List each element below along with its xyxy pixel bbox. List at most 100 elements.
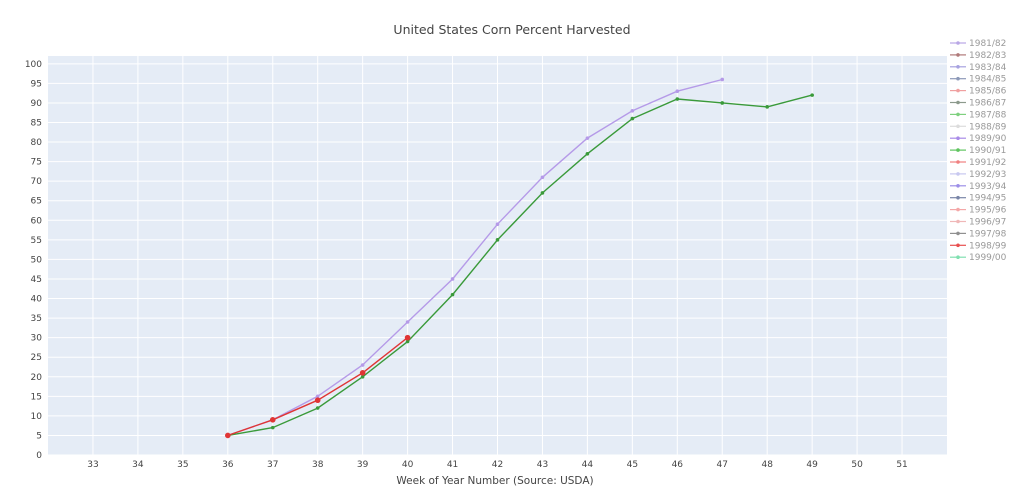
data-point [585, 136, 590, 140]
legend-item[interactable]: 1985/86 [950, 87, 1007, 97]
y-tick-label: 80 [31, 138, 43, 148]
data-point [360, 363, 365, 367]
legend-swatch-marker [956, 231, 960, 236]
legend-label: 1994/95 [969, 194, 1006, 204]
x-tick-label: 46 [672, 460, 684, 470]
legend-label: 1990/91 [969, 146, 1006, 156]
legend-item[interactable]: 1992/93 [950, 170, 1006, 180]
data-point [630, 108, 635, 113]
y-tick-label: 55 [31, 236, 42, 246]
data-point [540, 191, 545, 195]
legend-item[interactable]: 1983/84 [950, 63, 1007, 73]
data-point [405, 339, 410, 344]
legend-label: 1998/99 [969, 241, 1007, 251]
data-point [675, 89, 680, 94]
x-tick-label: 45 [627, 460, 638, 470]
y-tick-label: 0 [36, 451, 42, 461]
legend-swatch-marker [956, 76, 960, 81]
y-tick-label: 5 [36, 431, 42, 441]
legend-item[interactable]: 1988/89 [950, 122, 1007, 132]
y-tick-label: 75 [31, 158, 42, 168]
y-tick-label: 85 [31, 119, 42, 129]
series-path [227, 94, 813, 437]
y-tick-label: 15 [31, 392, 42, 402]
legend-label: 1981/82 [969, 39, 1006, 49]
legend-label: 1993/94 [969, 182, 1007, 192]
y-tick-label: 40 [31, 295, 43, 305]
legend-item[interactable]: 1990/91 [950, 146, 1006, 156]
legend-label: 1989/90 [969, 134, 1007, 144]
series-line [225, 334, 411, 439]
data-point [720, 77, 725, 82]
x-tick-label: 39 [357, 460, 369, 470]
legend-item[interactable]: 1994/95 [950, 194, 1006, 204]
y-tick-label: 20 [31, 373, 43, 383]
y-tick-label: 45 [31, 275, 42, 285]
legend-label: 1982/83 [969, 51, 1006, 61]
legend-swatch-marker [956, 100, 960, 105]
data-point [765, 105, 769, 109]
data-point [269, 416, 276, 423]
legend-item[interactable]: 1982/83 [950, 51, 1006, 61]
x-tick-labels: 33 34 35 36 37 38 39 40 41 42 43 44 45 46 47 48 49 50 51 [87, 460, 908, 470]
legend-item[interactable]: 1996/97 [950, 218, 1006, 228]
legend-label: 1986/87 [969, 99, 1006, 109]
data-point [270, 425, 275, 430]
x-tick-label: 49 [806, 460, 818, 470]
legend-item[interactable]: 1998/99 [950, 241, 1007, 251]
data-point [450, 277, 455, 281]
legend-label: 1995/96 [969, 206, 1007, 216]
y-tick-label: 95 [31, 79, 42, 89]
legend-item[interactable]: 1987/88 [950, 110, 1007, 120]
legend[interactable]: 1981/82 1982/83 1983/84 1984/85 1985/86 1986/… [950, 39, 1007, 263]
legend-label: 1992/93 [969, 170, 1006, 180]
legend-swatch-marker [956, 207, 960, 212]
legend-item[interactable]: 1989/90 [950, 134, 1007, 144]
grid-layer [48, 56, 947, 456]
legend-label: 1988/89 [969, 122, 1007, 132]
legend-swatch-marker [956, 41, 960, 45]
data-point [404, 334, 411, 341]
legend-item[interactable]: 1995/96 [950, 206, 1007, 216]
x-tick-label: 47 [717, 460, 728, 470]
legend-swatch-marker [956, 195, 960, 200]
y-tick-labels: 0 5 10 15 20 25 30 35 40 45 50 55 60 65 70 75 80 85 90 95 10… [25, 60, 42, 461]
y-tick-label: 25 [31, 353, 42, 363]
legend-item[interactable]: 1984/85 [950, 75, 1006, 85]
y-tick-label: 65 [31, 197, 42, 207]
legend-swatch-marker [956, 172, 960, 176]
legend-swatch-marker [956, 65, 960, 69]
data-point [495, 238, 500, 242]
legend-item[interactable]: 1999/00 [950, 253, 1007, 263]
legend-item[interactable]: 1997/98 [950, 229, 1007, 239]
data-point [810, 93, 814, 97]
series-layer [225, 77, 814, 439]
data-point [720, 101, 725, 105]
legend-item[interactable]: 1986/87 [950, 99, 1006, 109]
x-tick-label: 50 [851, 460, 863, 470]
data-point [540, 175, 545, 180]
x-tick-label: 43 [537, 460, 548, 470]
legend-item[interactable]: 1993/94 [950, 182, 1007, 192]
data-point [225, 432, 231, 439]
data-point [450, 292, 455, 297]
data-point [405, 320, 410, 324]
legend-item[interactable]: 1981/82 [950, 39, 1006, 49]
data-point [360, 374, 365, 379]
data-point [315, 394, 320, 399]
legend-swatch-marker [956, 112, 960, 117]
chart-title: United States Corn Percent Harvested [393, 22, 630, 37]
y-tick-label: 35 [31, 314, 42, 324]
y-tick-label: 70 [31, 177, 43, 187]
legend-item[interactable]: 1991/92 [950, 158, 1006, 168]
legend-swatch-marker [956, 160, 960, 164]
y-tick-label: 30 [31, 334, 43, 344]
x-tick-label: 37 [267, 460, 278, 470]
legend-label: 1991/92 [969, 158, 1006, 168]
x-tick-label: 38 [312, 460, 324, 470]
data-point [495, 222, 500, 227]
series-path [227, 78, 723, 437]
legend-swatch-marker [956, 136, 960, 140]
legend-label: 1987/88 [969, 110, 1007, 120]
legend-swatch-marker [956, 219, 960, 224]
